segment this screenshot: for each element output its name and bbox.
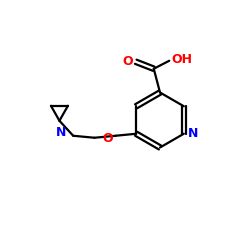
Text: N: N bbox=[56, 126, 66, 139]
Text: N: N bbox=[188, 127, 198, 140]
Text: OH: OH bbox=[171, 53, 192, 66]
Text: O: O bbox=[122, 55, 133, 68]
Text: O: O bbox=[102, 132, 113, 145]
